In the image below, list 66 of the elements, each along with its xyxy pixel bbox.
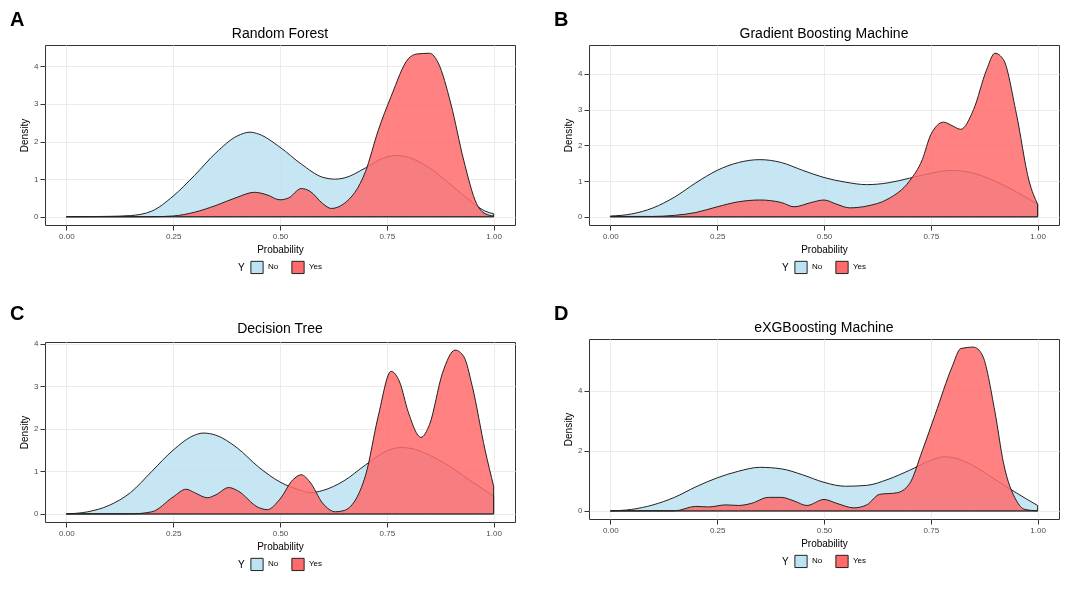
- x-axis-title: Probability: [257, 243, 304, 255]
- y-tick-label: 4: [34, 61, 40, 71]
- legend-title: Y: [238, 559, 245, 570]
- legend-label: No: [268, 262, 279, 272]
- legend-title: Y: [782, 556, 789, 567]
- x-axis-title: Probability: [257, 540, 304, 552]
- y-tick-label: 1: [34, 174, 40, 184]
- legend-label: No: [268, 559, 279, 569]
- x-axis-title: Probability: [801, 537, 848, 549]
- x-tick-label: 0.50: [816, 525, 833, 535]
- legend-title: Y: [782, 262, 789, 273]
- y-tick-label: 4: [578, 386, 584, 396]
- y-tick-label: 2: [34, 137, 40, 147]
- y-tick-label: 2: [578, 446, 584, 456]
- legend-label: Yes: [309, 262, 323, 272]
- y-tick-label: 4: [34, 339, 40, 349]
- x-axis-title: Probability: [801, 243, 848, 255]
- legend-label: No: [812, 262, 823, 272]
- y-tick-label: 0: [578, 212, 584, 222]
- x-tick-label: 0.50: [272, 528, 289, 538]
- y-tick-label: 1: [578, 176, 584, 186]
- y-tick-label: 3: [34, 99, 40, 109]
- y-tick-label: 3: [34, 381, 40, 391]
- y-axis-title: Density: [19, 118, 31, 153]
- y-axis-title: Density: [19, 415, 31, 450]
- text: C: [10, 302, 25, 325]
- y-tick-label: 4: [578, 69, 584, 79]
- x-tick-label: 0.25: [709, 525, 727, 535]
- x-tick-label: 0.75: [379, 231, 396, 241]
- chart-title: Decision Tree: [237, 319, 324, 336]
- text: A: [10, 8, 25, 31]
- x-tick-label: 1.00: [486, 528, 503, 538]
- x-tick-label: 1.00: [486, 231, 503, 241]
- y-tick-label: 0: [34, 509, 40, 519]
- x-tick-label: 0.75: [923, 525, 940, 535]
- y-tick-label: 0: [578, 506, 584, 516]
- x-tick-label: 0.75: [923, 231, 940, 241]
- y-tick-label: 2: [578, 140, 584, 150]
- legend-label: Yes: [853, 262, 867, 272]
- legend-title: Y: [238, 262, 245, 273]
- x-tick-label: 0.50: [272, 231, 289, 241]
- text: D: [554, 302, 569, 325]
- y-tick-label: 2: [34, 424, 40, 434]
- legend-label: Yes: [853, 556, 867, 566]
- x-tick-label: 0.00: [603, 525, 620, 535]
- x-tick-label: 1.00: [1030, 231, 1047, 241]
- x-tick-label: 0.75: [379, 528, 396, 538]
- text: B: [554, 8, 569, 31]
- y-axis-title: Density: [563, 118, 575, 153]
- x-tick-label: 0.25: [165, 231, 183, 241]
- legend-label: Yes: [309, 559, 323, 569]
- x-tick-label: 0.00: [59, 528, 76, 538]
- x-tick-label: 0.00: [603, 231, 620, 241]
- y-axis-title: Density: [563, 412, 575, 447]
- y-tick-label: 3: [578, 105, 584, 115]
- x-tick-label: 0.00: [59, 231, 76, 241]
- chart-title: eXGBoosting Machine: [754, 319, 894, 335]
- y-tick-label: 1: [34, 466, 40, 476]
- x-tick-label: 0.50: [816, 231, 833, 241]
- x-tick-label: 0.25: [709, 231, 727, 241]
- chart-title: Random Forest: [231, 25, 329, 41]
- x-tick-label: 1.00: [1030, 525, 1047, 535]
- legend-label: No: [812, 556, 823, 566]
- x-tick-label: 0.25: [165, 528, 183, 538]
- y-tick-label: 0: [34, 212, 40, 222]
- chart-title: Gradient Boosting Machine: [739, 25, 909, 41]
